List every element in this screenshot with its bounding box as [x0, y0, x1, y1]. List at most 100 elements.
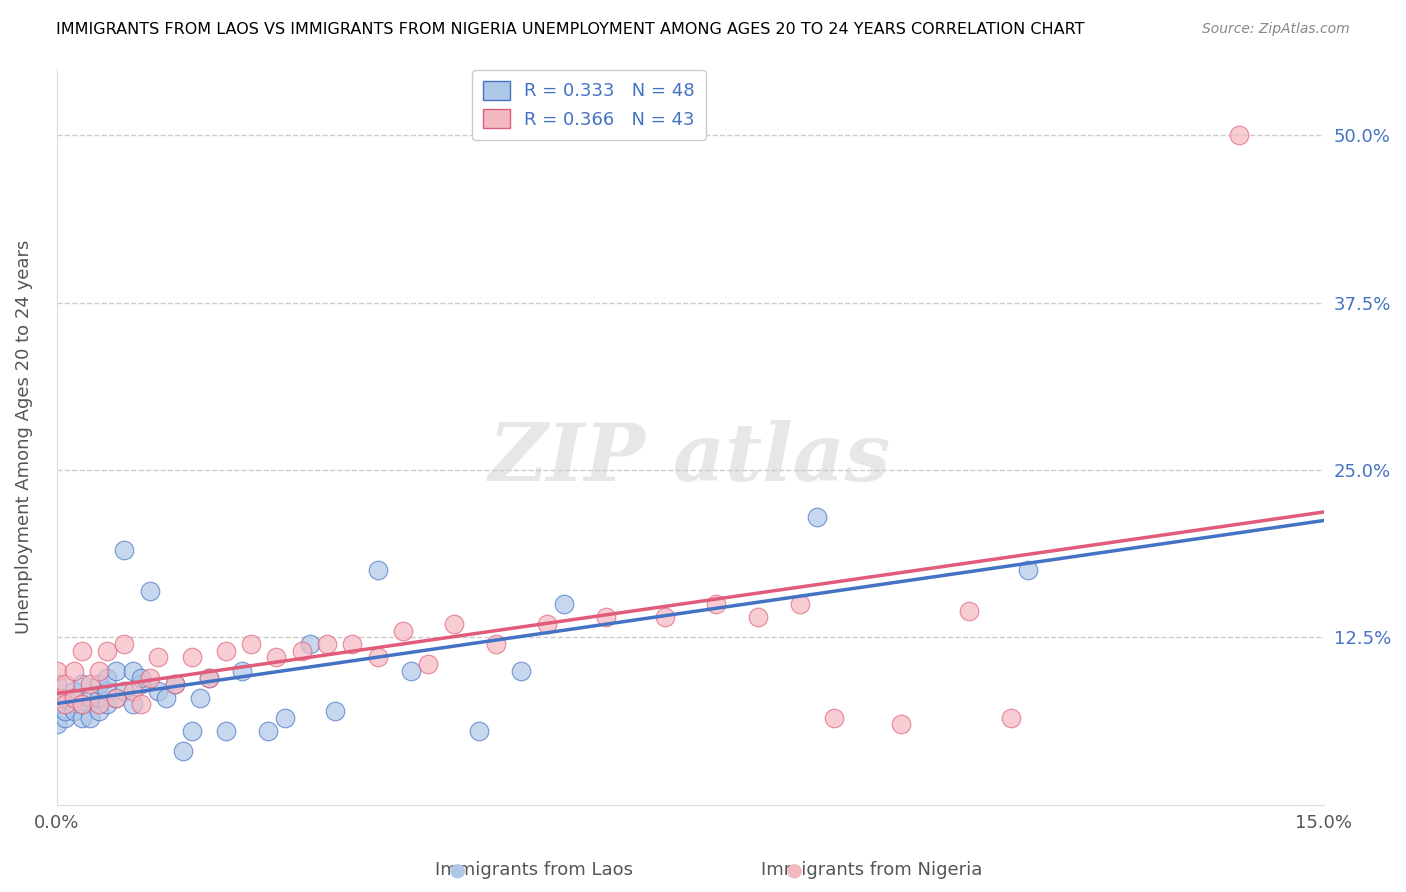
Point — [256, 724, 278, 739]
Point — [87, 677, 110, 691]
Point — [1000, 711, 1022, 725]
Point — [214, 644, 236, 658]
Point — [553, 597, 575, 611]
Point — [112, 637, 135, 651]
Text: ●: ● — [786, 860, 803, 880]
Point — [96, 671, 118, 685]
Text: Immigrants from Laos: Immigrants from Laos — [436, 861, 633, 879]
Point — [45, 664, 67, 678]
Point — [70, 698, 93, 712]
Point — [138, 583, 160, 598]
Point — [121, 684, 143, 698]
Point — [197, 671, 219, 685]
Point — [53, 711, 76, 725]
Point — [138, 671, 160, 685]
Point — [654, 610, 676, 624]
Point — [70, 677, 93, 691]
Point — [104, 690, 127, 705]
Point — [1229, 128, 1251, 143]
Point — [112, 543, 135, 558]
Point — [401, 664, 423, 678]
Point — [87, 698, 110, 712]
Point — [316, 637, 339, 651]
Point — [62, 704, 84, 718]
Point — [53, 690, 76, 705]
Point — [112, 684, 135, 698]
Point — [87, 664, 110, 678]
Point — [70, 711, 93, 725]
Point — [510, 664, 533, 678]
Point — [595, 610, 617, 624]
Point — [789, 597, 811, 611]
Point — [121, 698, 143, 712]
Point — [180, 724, 202, 739]
Point — [485, 637, 508, 651]
Point — [704, 597, 727, 611]
Point — [45, 690, 67, 705]
Text: ●: ● — [449, 860, 465, 880]
Text: Immigrants from Nigeria: Immigrants from Nigeria — [761, 861, 983, 879]
Point — [79, 711, 101, 725]
Point — [62, 690, 84, 705]
Point — [53, 698, 76, 712]
Point — [197, 671, 219, 685]
Point — [45, 677, 67, 691]
Point — [231, 664, 253, 678]
Point — [79, 677, 101, 691]
Point — [62, 664, 84, 678]
Point — [87, 704, 110, 718]
Point — [155, 690, 177, 705]
Point — [129, 698, 152, 712]
Point — [367, 650, 389, 665]
Point — [62, 684, 84, 698]
Point — [146, 684, 169, 698]
Point — [53, 677, 76, 691]
Point — [45, 717, 67, 731]
Point — [274, 711, 297, 725]
Point — [367, 564, 389, 578]
Point — [96, 684, 118, 698]
Point — [957, 604, 980, 618]
Point — [79, 690, 101, 705]
Point — [188, 690, 211, 705]
Point — [129, 671, 152, 685]
Text: ZIP atlas: ZIP atlas — [489, 420, 891, 498]
Point — [87, 690, 110, 705]
Point — [239, 637, 262, 651]
Point — [291, 644, 314, 658]
Point — [806, 509, 828, 524]
Point — [172, 744, 194, 758]
Point — [264, 650, 287, 665]
Point — [392, 624, 415, 638]
Point — [163, 677, 186, 691]
Point — [129, 677, 152, 691]
Point — [121, 664, 143, 678]
Point — [96, 698, 118, 712]
Text: IMMIGRANTS FROM LAOS VS IMMIGRANTS FROM NIGERIA UNEMPLOYMENT AMONG AGES 20 TO 24: IMMIGRANTS FROM LAOS VS IMMIGRANTS FROM … — [56, 22, 1085, 37]
Point — [443, 617, 465, 632]
Point — [96, 644, 118, 658]
Point — [70, 698, 93, 712]
Point — [214, 724, 236, 739]
Point — [747, 610, 769, 624]
Point — [418, 657, 440, 672]
Point — [325, 704, 347, 718]
Point — [342, 637, 364, 651]
Point — [45, 698, 67, 712]
Point — [53, 704, 76, 718]
Y-axis label: Unemployment Among Ages 20 to 24 years: Unemployment Among Ages 20 to 24 years — [15, 239, 32, 634]
Point — [536, 617, 558, 632]
Text: Source: ZipAtlas.com: Source: ZipAtlas.com — [1202, 22, 1350, 37]
Point — [468, 724, 491, 739]
Point — [70, 644, 93, 658]
Point — [180, 650, 202, 665]
Point — [104, 690, 127, 705]
Point — [299, 637, 322, 651]
Legend: R = 0.333   N = 48, R = 0.366   N = 43: R = 0.333 N = 48, R = 0.366 N = 43 — [472, 70, 706, 139]
Point — [146, 650, 169, 665]
Point — [823, 711, 845, 725]
Point — [890, 717, 912, 731]
Point — [1017, 564, 1039, 578]
Point — [163, 677, 186, 691]
Point — [104, 664, 127, 678]
